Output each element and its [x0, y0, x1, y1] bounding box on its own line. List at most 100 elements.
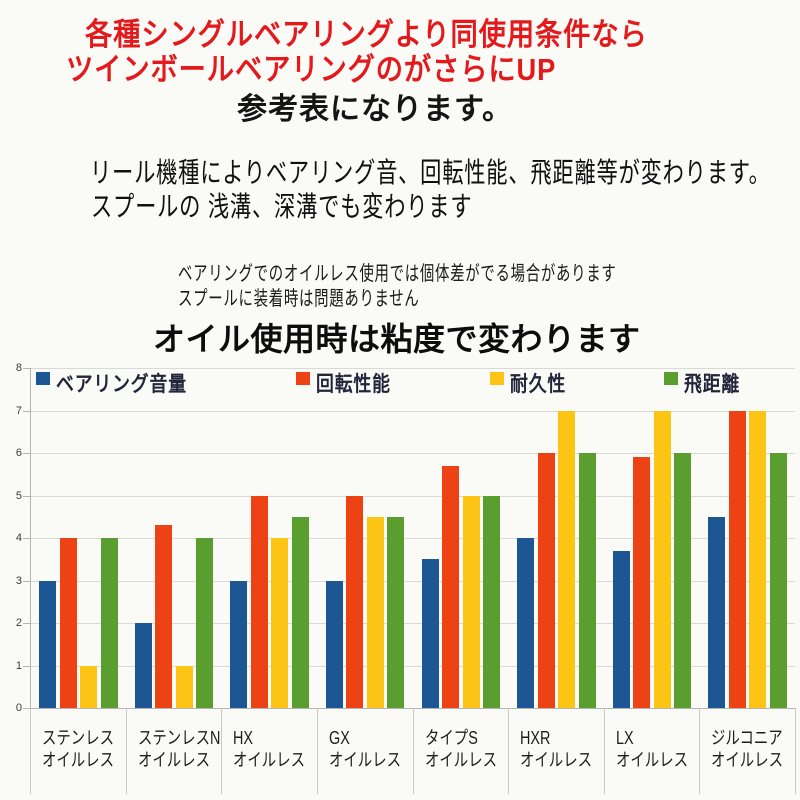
bar — [366, 516, 384, 708]
category-label-line2: オイルレス — [711, 750, 784, 770]
description-line1: リール機種によりベアリング音、回転性能、飛距離等が変わります。 — [90, 157, 771, 188]
category-divider — [316, 708, 318, 794]
gridline-5 — [30, 495, 795, 497]
category-label: HXR オイルレス — [520, 727, 592, 771]
legend-label: 飛距離 — [684, 373, 741, 396]
y-tick-mark-6 — [23, 453, 30, 454]
bar — [537, 453, 555, 708]
headline-red-line1: 各種シングルベアリングより同使用条件なら — [85, 17, 648, 52]
headline-red-line2: ツインボールベアリングのがさらにUP — [66, 52, 557, 87]
y-tick-label-4: 4 — [15, 532, 22, 544]
bar — [749, 410, 767, 708]
legend-swatch — [490, 372, 504, 385]
bar — [421, 559, 439, 708]
legend-item: 回転性能 — [296, 371, 446, 396]
category-divider — [603, 708, 605, 794]
bar — [250, 495, 268, 708]
category-label-line1: タイプS — [424, 728, 478, 748]
note-line1: ベアリングでのオイルレス使用では個体差がでる場合があります — [178, 263, 617, 285]
legend-label: 回転性能 — [316, 373, 391, 396]
y-tick-label-1: 1 — [15, 659, 22, 672]
bar — [483, 495, 500, 708]
description-line2: スプールの 浅溝、深溝でも変わります — [91, 191, 473, 222]
gridline-2 — [30, 623, 795, 624]
y-tick-mark-8 — [23, 368, 30, 369]
bar — [80, 665, 97, 708]
category-label-line1: ジルコニア — [711, 728, 784, 748]
y-tick-label-5: 5 — [15, 489, 22, 502]
y-tick-label-2: 2 — [15, 617, 22, 629]
category-divider — [795, 708, 796, 794]
bar — [633, 457, 651, 708]
bar — [271, 538, 289, 708]
y-tick-label-6: 6 — [15, 447, 22, 459]
y-tick-mark-1 — [23, 665, 30, 667]
category-label-line2: オイルレス — [233, 750, 306, 770]
y-tick-mark-7 — [23, 410, 30, 412]
bar — [59, 538, 77, 708]
bar — [442, 465, 459, 708]
gridline-1 — [30, 665, 795, 667]
bar — [155, 525, 173, 708]
bar — [462, 495, 480, 708]
category-divider — [699, 708, 701, 794]
bar — [175, 665, 193, 708]
legend-label: 耐久性 — [510, 373, 567, 396]
bar — [196, 538, 214, 708]
category-label-line2: オイルレス — [42, 750, 114, 770]
category-label: タイプS オイルレス — [425, 727, 497, 771]
legend-swatch — [36, 372, 50, 385]
bar — [517, 538, 535, 708]
category-label: ステンレスN オイルレス — [138, 727, 220, 771]
y-tick-mark-3 — [23, 580, 30, 582]
y-tick-mark-2 — [23, 623, 30, 624]
category-divider — [30, 708, 31, 794]
gridline-7 — [30, 410, 795, 412]
y-tick-label-0: 0 — [15, 702, 22, 714]
subtitle: 参考表になります。 — [237, 93, 513, 126]
y-tick-label-8: 8 — [15, 362, 22, 374]
y-tick-mark-0 — [23, 708, 30, 709]
category-label: HX オイルレス — [233, 727, 305, 771]
bar — [578, 453, 596, 708]
category-label: LX オイルレス — [616, 727, 688, 771]
bar — [653, 410, 671, 708]
category-divider — [508, 708, 510, 794]
bar — [728, 410, 746, 708]
category-label-line1: ステンレス — [42, 728, 114, 748]
bar — [769, 453, 787, 708]
category-label: ジルコニア オイルレス — [711, 727, 783, 771]
category-label-line1: LX — [615, 728, 634, 748]
gridline-6 — [30, 453, 795, 454]
bar — [346, 495, 364, 708]
category-divider — [125, 708, 127, 794]
bar — [612, 550, 630, 708]
bar — [100, 538, 118, 708]
bar — [39, 580, 56, 708]
legend-label: ベアリング音量 — [56, 373, 187, 396]
bar — [291, 516, 309, 708]
bar — [558, 410, 576, 708]
legend-item: 耐久性 — [490, 371, 640, 396]
y-tick-mark-5 — [23, 495, 30, 497]
category-divider — [221, 708, 223, 794]
legend-swatch — [296, 372, 310, 385]
category-label: GX オイルレス — [329, 727, 401, 771]
y-axis-line — [30, 368, 31, 711]
legend-swatch — [664, 372, 678, 385]
category-label-line2: オイルレス — [615, 750, 688, 770]
oil-usage-note: オイル使用時は粘度で変わります — [153, 321, 641, 357]
category-label-line1: HXR — [520, 728, 551, 748]
legend-item: ベアリング音量 — [36, 371, 186, 396]
note-line2: スプールに装着時は問題ありません — [178, 288, 420, 310]
bar — [134, 623, 152, 708]
gridline-3 — [30, 580, 795, 582]
category-divider — [412, 708, 414, 794]
category-label: ステンレス オイルレス — [42, 727, 114, 771]
category-label-line1: GX — [328, 728, 350, 748]
bar — [325, 580, 343, 708]
bar — [674, 453, 692, 708]
bar — [230, 580, 248, 708]
y-tick-label-7: 7 — [15, 404, 22, 417]
